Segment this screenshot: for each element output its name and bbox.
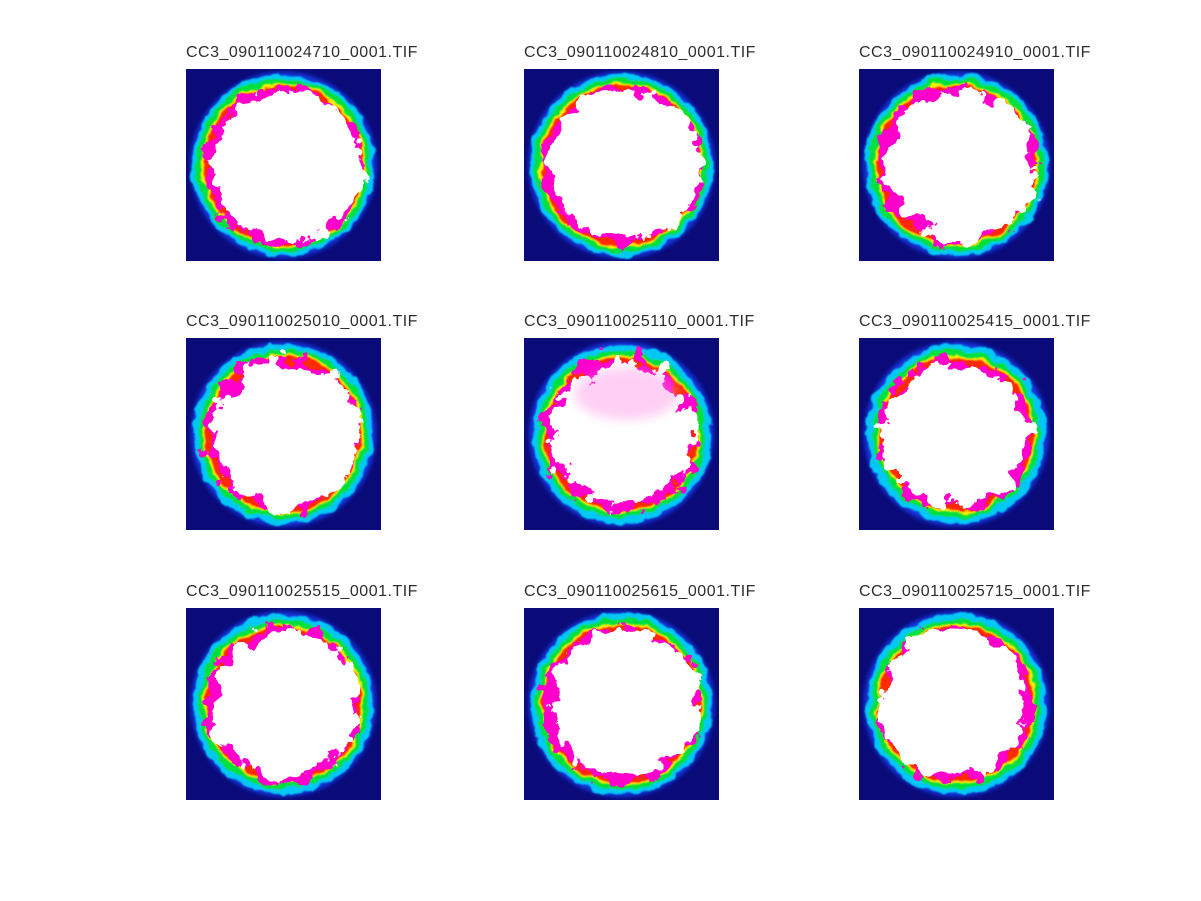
subplot: CC3_090110025010_0001.TIF (186, 311, 418, 530)
false-color-image (186, 608, 381, 800)
false-color-image-svg (524, 69, 719, 261)
false-color-image (859, 608, 1054, 800)
subplot-title: CC3_090110025110_0001.TIF (524, 313, 755, 330)
false-color-image-svg (186, 608, 381, 800)
false-color-image-svg (524, 338, 719, 530)
false-color-image (186, 69, 381, 261)
false-color-image (524, 69, 719, 261)
subplot-title: CC3_090110024810_0001.TIF (524, 44, 756, 61)
false-color-image-svg (859, 338, 1054, 530)
false-color-image (524, 608, 719, 800)
false-color-image (859, 338, 1054, 530)
subplot: CC3_090110025515_0001.TIF (186, 581, 418, 800)
false-color-image-svg (186, 338, 381, 530)
subplot: CC3_090110024710_0001.TIF (186, 42, 418, 261)
subplot: CC3_090110025415_0001.TIF (859, 311, 1091, 530)
subplot: CC3_090110025715_0001.TIF (859, 581, 1091, 800)
false-color-image-svg (186, 69, 381, 261)
false-color-image (859, 69, 1054, 261)
false-color-image-svg (859, 69, 1054, 261)
subplot-title: CC3_090110025615_0001.TIF (524, 583, 756, 600)
subplot-title: CC3_090110025515_0001.TIF (186, 583, 418, 600)
false-color-image-svg (524, 608, 719, 800)
subplot-title: CC3_090110025715_0001.TIF (859, 583, 1091, 600)
subplot-title: CC3_090110025415_0001.TIF (859, 313, 1091, 330)
subplot: CC3_090110025110_0001.TIF (524, 311, 755, 530)
subplot-title: CC3_090110024710_0001.TIF (186, 44, 418, 61)
false-color-image (186, 338, 381, 530)
false-color-image (524, 338, 719, 530)
false-color-image-svg (859, 608, 1054, 800)
subplot-title: CC3_090110025010_0001.TIF (186, 313, 418, 330)
subplot: CC3_090110024810_0001.TIF (524, 42, 756, 261)
subplot: CC3_090110024910_0001.TIF (859, 42, 1091, 261)
subplot: CC3_090110025615_0001.TIF (524, 581, 756, 800)
subplot-title: CC3_090110024910_0001.TIF (859, 44, 1091, 61)
